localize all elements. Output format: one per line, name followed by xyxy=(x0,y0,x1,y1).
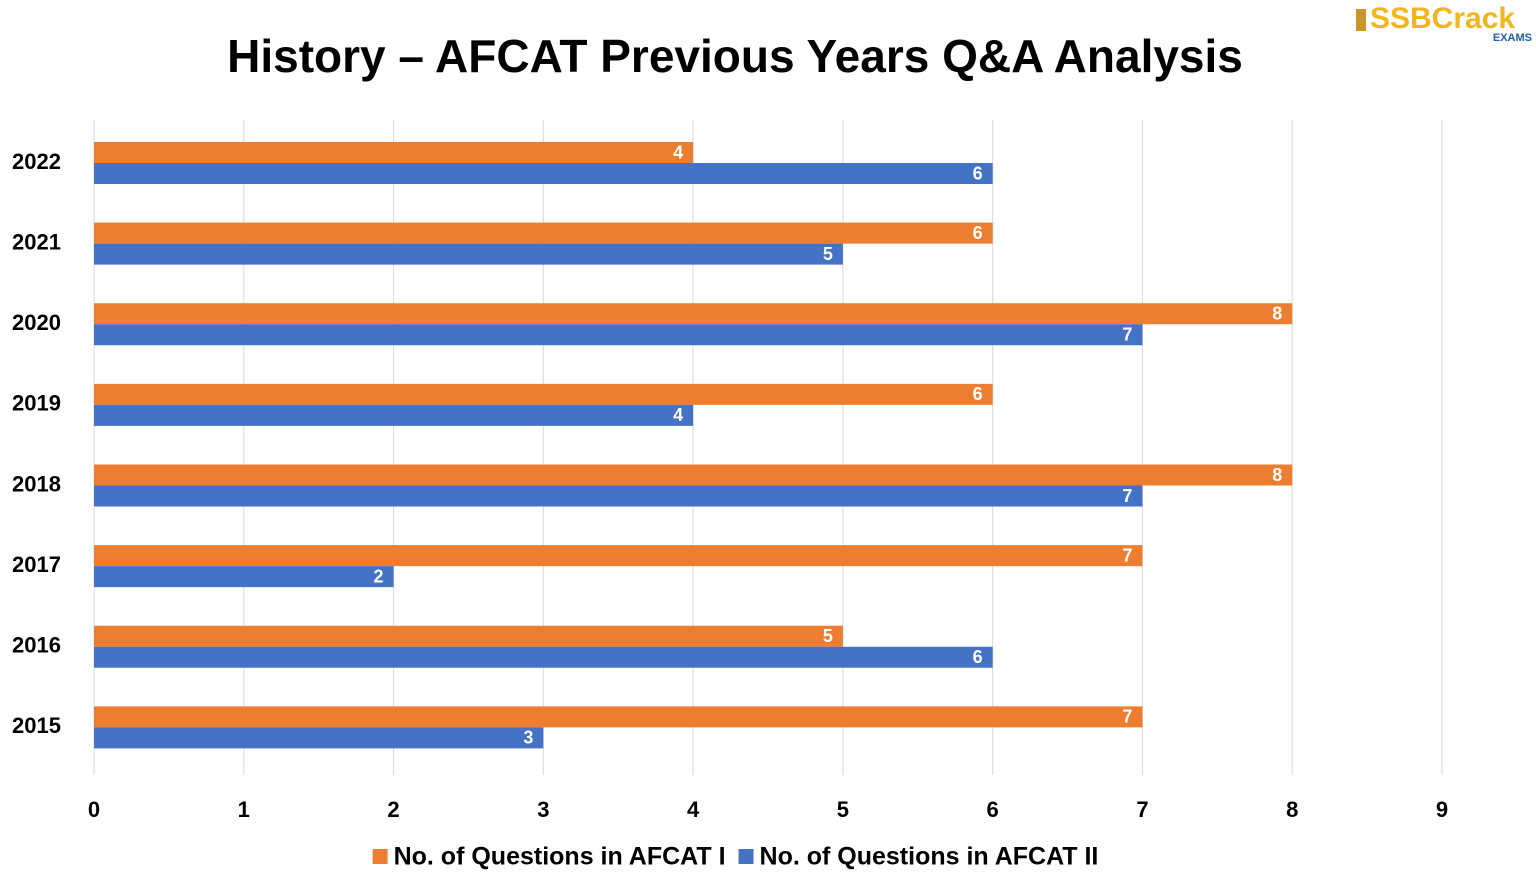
bar xyxy=(94,303,1293,325)
data-label: 5 xyxy=(823,626,833,646)
bar xyxy=(94,485,1143,507)
y-tick-label: 2020 xyxy=(12,310,61,335)
bar xyxy=(94,404,694,426)
bar xyxy=(94,142,694,163)
data-label: 3 xyxy=(523,728,533,748)
legend-label: No. of Questions in AFCAT II xyxy=(760,843,1099,871)
data-label: 6 xyxy=(973,163,983,183)
x-tick-label: 7 xyxy=(1136,797,1148,822)
logo-icon xyxy=(1356,9,1366,31)
data-label: 7 xyxy=(1122,486,1132,506)
x-tick-label: 3 xyxy=(537,797,549,822)
bar xyxy=(94,545,1143,567)
bar xyxy=(94,464,1293,486)
y-tick-label: 2016 xyxy=(12,633,61,658)
data-label: 2 xyxy=(374,566,384,586)
y-tick-label: 2017 xyxy=(12,552,61,577)
data-label: 7 xyxy=(1122,707,1132,727)
data-label: 6 xyxy=(973,223,983,243)
x-tick-label: 2 xyxy=(387,797,399,822)
bar xyxy=(94,625,843,647)
data-label: 7 xyxy=(1122,325,1132,345)
bar xyxy=(94,324,1143,346)
logo: SSBCrack xyxy=(1370,2,1515,35)
x-tick-label: 5 xyxy=(837,797,849,822)
logo-sub: EXAMS xyxy=(1493,32,1532,44)
x-tick-label: 1 xyxy=(238,797,250,822)
x-tick-label: 0 xyxy=(88,797,100,822)
bar xyxy=(94,243,843,265)
bar xyxy=(94,646,993,668)
data-label: 8 xyxy=(1272,304,1282,324)
x-tick-label: 9 xyxy=(1436,797,1448,822)
x-tick-label: 8 xyxy=(1286,797,1298,822)
x-tick-label: 6 xyxy=(987,797,999,822)
data-label: 5 xyxy=(823,244,833,264)
data-label: 6 xyxy=(973,647,983,667)
bar xyxy=(94,727,544,749)
x-tick-label: 4 xyxy=(687,797,700,822)
legend-swatch xyxy=(372,849,388,864)
chart-title: History – AFCAT Previous Years Q&A Analy… xyxy=(227,30,1243,82)
bar xyxy=(94,222,993,244)
data-label: 8 xyxy=(1272,465,1282,485)
bar xyxy=(94,566,394,588)
data-label: 4 xyxy=(673,405,683,425)
y-tick-label: 2022 xyxy=(12,149,61,174)
legend-swatch xyxy=(738,849,754,864)
y-tick-label: 2019 xyxy=(12,391,61,416)
bar xyxy=(94,163,993,184)
data-label: 4 xyxy=(673,142,683,162)
y-tick-label: 2021 xyxy=(12,229,61,254)
bar xyxy=(94,383,993,405)
data-label: 7 xyxy=(1122,545,1132,565)
y-tick-label: 2015 xyxy=(12,713,61,738)
bar xyxy=(94,706,1143,728)
legend-label: No. of Questions in AFCAT I xyxy=(394,843,726,871)
data-label: 6 xyxy=(973,384,983,404)
y-tick-label: 2018 xyxy=(12,471,61,496)
